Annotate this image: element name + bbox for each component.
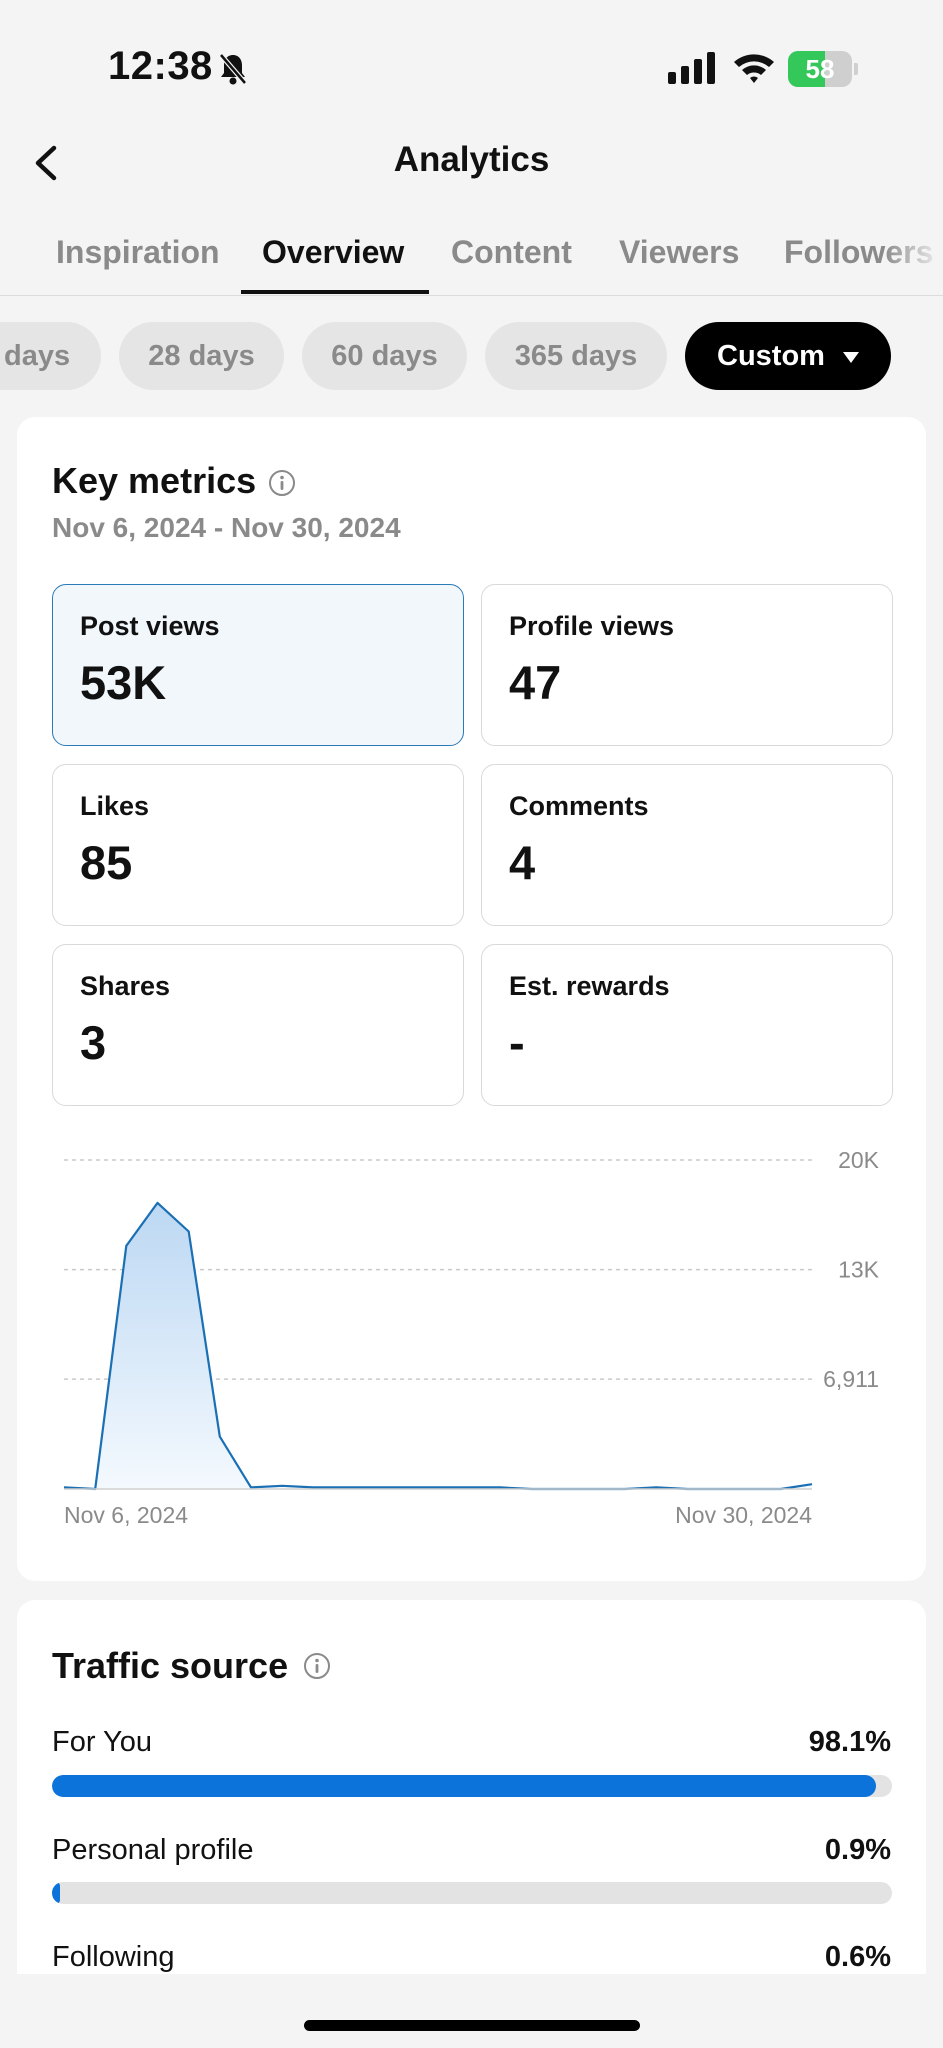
traffic-source-percent: 98.1% [808,1726,891,1758]
chip-custom-label: Custom [717,340,825,372]
metric-value: 47 [509,656,562,709]
metric-value: 85 [80,836,133,889]
metric-tile-profile-views[interactable]: Profile views 47 [481,584,893,746]
metric-tile-est-rewards[interactable]: Est. rewards - [481,944,893,1106]
chart-area-fill [64,1202,812,1489]
traffic-source-percent: 0.9% [824,1834,891,1866]
metric-label: Shares [80,971,171,1001]
traffic-source-percent: 0.6% [824,1941,891,1973]
metric-label: Est. rewards [509,971,670,1001]
battery-indicator: 58 [788,51,858,87]
metric-value: 53K [80,656,167,709]
y-tick-label: 20K [838,1147,880,1173]
metric-value: - [509,1016,525,1069]
metric-tile-shares[interactable]: Shares 3 [52,944,464,1106]
x-tick-label: Nov 30, 2024 [675,1502,812,1528]
chip-365-days[interactable]: 365 days [485,322,667,390]
chip-28-days[interactable]: 28 days [119,322,284,390]
traffic-source-title: Traffic source [52,1645,289,1686]
status-time: 12:38 [108,44,213,88]
traffic-source-label: Personal profile [52,1834,254,1866]
chevron-left-icon[interactable] [28,138,72,188]
traffic-source-bar-fill [52,1775,877,1797]
y-tick-label: 6,911 [823,1366,879,1392]
tab-content[interactable]: Content [451,234,572,270]
home-indicator-area [0,1974,943,2048]
battery-percent: 58 [805,54,835,84]
chip-60-days[interactable]: 60 days [302,322,467,390]
metric-label: Post views [80,611,220,641]
y-tick-label: 13K [838,1257,880,1283]
page-title: Analytics [393,140,550,179]
x-tick-label: Nov 6, 2024 [64,1502,188,1528]
info-icon[interactable] [303,1652,331,1680]
bell-muted-icon [219,53,247,85]
metric-tile-post-views[interactable]: Post views 53K [52,584,464,746]
info-icon[interactable] [268,469,296,497]
key-metrics-title: Key metrics [52,460,257,501]
metric-tile-comments[interactable]: Comments 4 [481,764,893,926]
caret-down-icon [842,351,859,363]
cellular-signal-icon [668,52,715,84]
metric-value: 3 [80,1016,107,1069]
tab-overview[interactable]: Overview [262,234,405,270]
tab-bar: Inspiration Overview Content Viewers Fol… [0,220,943,296]
metric-tile-likes[interactable]: Likes 85 [52,764,464,926]
traffic-source-label: Following [52,1941,175,1973]
active-tab-indicator [241,290,429,294]
chip-7-days[interactable]: days [0,322,101,390]
date-range-chips: days 28 days 60 days 365 days Custom [0,322,943,392]
metric-label: Profile views [509,611,675,641]
traffic-source-bar [52,1775,892,1797]
tabs-fade [883,220,943,290]
metric-value: 4 [509,836,536,889]
home-indicator[interactable] [304,2020,640,2031]
traffic-source-bar [52,1882,892,1904]
traffic-source-card [17,1600,926,2000]
chip-custom[interactable]: Custom [685,322,891,390]
traffic-source-bar-fill [52,1882,61,1904]
metric-label: Likes [80,791,150,821]
tab-viewers[interactable]: Viewers [619,234,740,270]
metric-label: Comments [509,791,649,821]
status-bar: 12:38 58 [0,0,943,130]
post-views-chart: Nov 6, 2024 Nov 30, 2024 20K 13K 6,911 [63,1147,880,1528]
traffic-source-label: For You [52,1726,152,1758]
tab-inspiration[interactable]: Inspiration [56,234,220,270]
wifi-icon [734,54,774,83]
date-range-label: Nov 6, 2024 - Nov 30, 2024 [52,512,401,543]
